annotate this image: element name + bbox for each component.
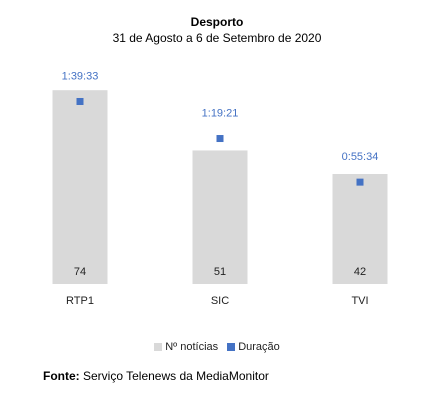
legend-item-duracao: Duração <box>227 341 280 353</box>
duration-point-sic <box>216 135 224 143</box>
legend-swatch-noticias <box>154 343 163 351</box>
chart-plot: 74 1:39:33 RTP1 51 1:19:21 SIC 42 0:55:34 TVI <box>52 70 388 307</box>
duration-point-rtp1 <box>76 97 84 105</box>
category-label-rtp1: RTP1 <box>66 295 94 307</box>
duration-point-tvi <box>356 178 364 186</box>
legend-swatch-duracao <box>227 343 236 351</box>
source-label: Fonte: <box>43 369 80 383</box>
bar-sic <box>192 150 248 284</box>
duration-label-sic: 1:19:21 <box>202 108 239 120</box>
legend-label-duracao: Duração <box>238 341 280 353</box>
duration-label-tvi: 0:55:34 <box>342 151 379 163</box>
chart-subtitle: 31 de Agosto a 6 de Setembro de 2020 <box>112 31 322 45</box>
category-label-sic: SIC <box>211 295 229 307</box>
source-note: Fonte: Serviço Telenews da MediaMonitor <box>43 369 269 383</box>
duration-label-rtp1: 1:39:33 <box>62 70 99 82</box>
bar-value-label-rtp1: 74 <box>74 266 86 278</box>
bar-tvi <box>332 174 388 284</box>
chart-title: Desporto <box>190 15 244 29</box>
bar-rtp1 <box>52 90 108 284</box>
source-text: Serviço Telenews da MediaMonitor <box>79 369 269 383</box>
legend-item-noticias: Nº notícias <box>154 341 218 353</box>
bar-value-label-tvi: 42 <box>354 266 366 278</box>
bar-value-label-sic: 51 <box>214 266 226 278</box>
legend-label-noticias: Nº notícias <box>165 341 219 353</box>
chart-legend: Nº notícias Duração <box>0 341 434 354</box>
category-label-tvi: TVI <box>351 295 368 307</box>
